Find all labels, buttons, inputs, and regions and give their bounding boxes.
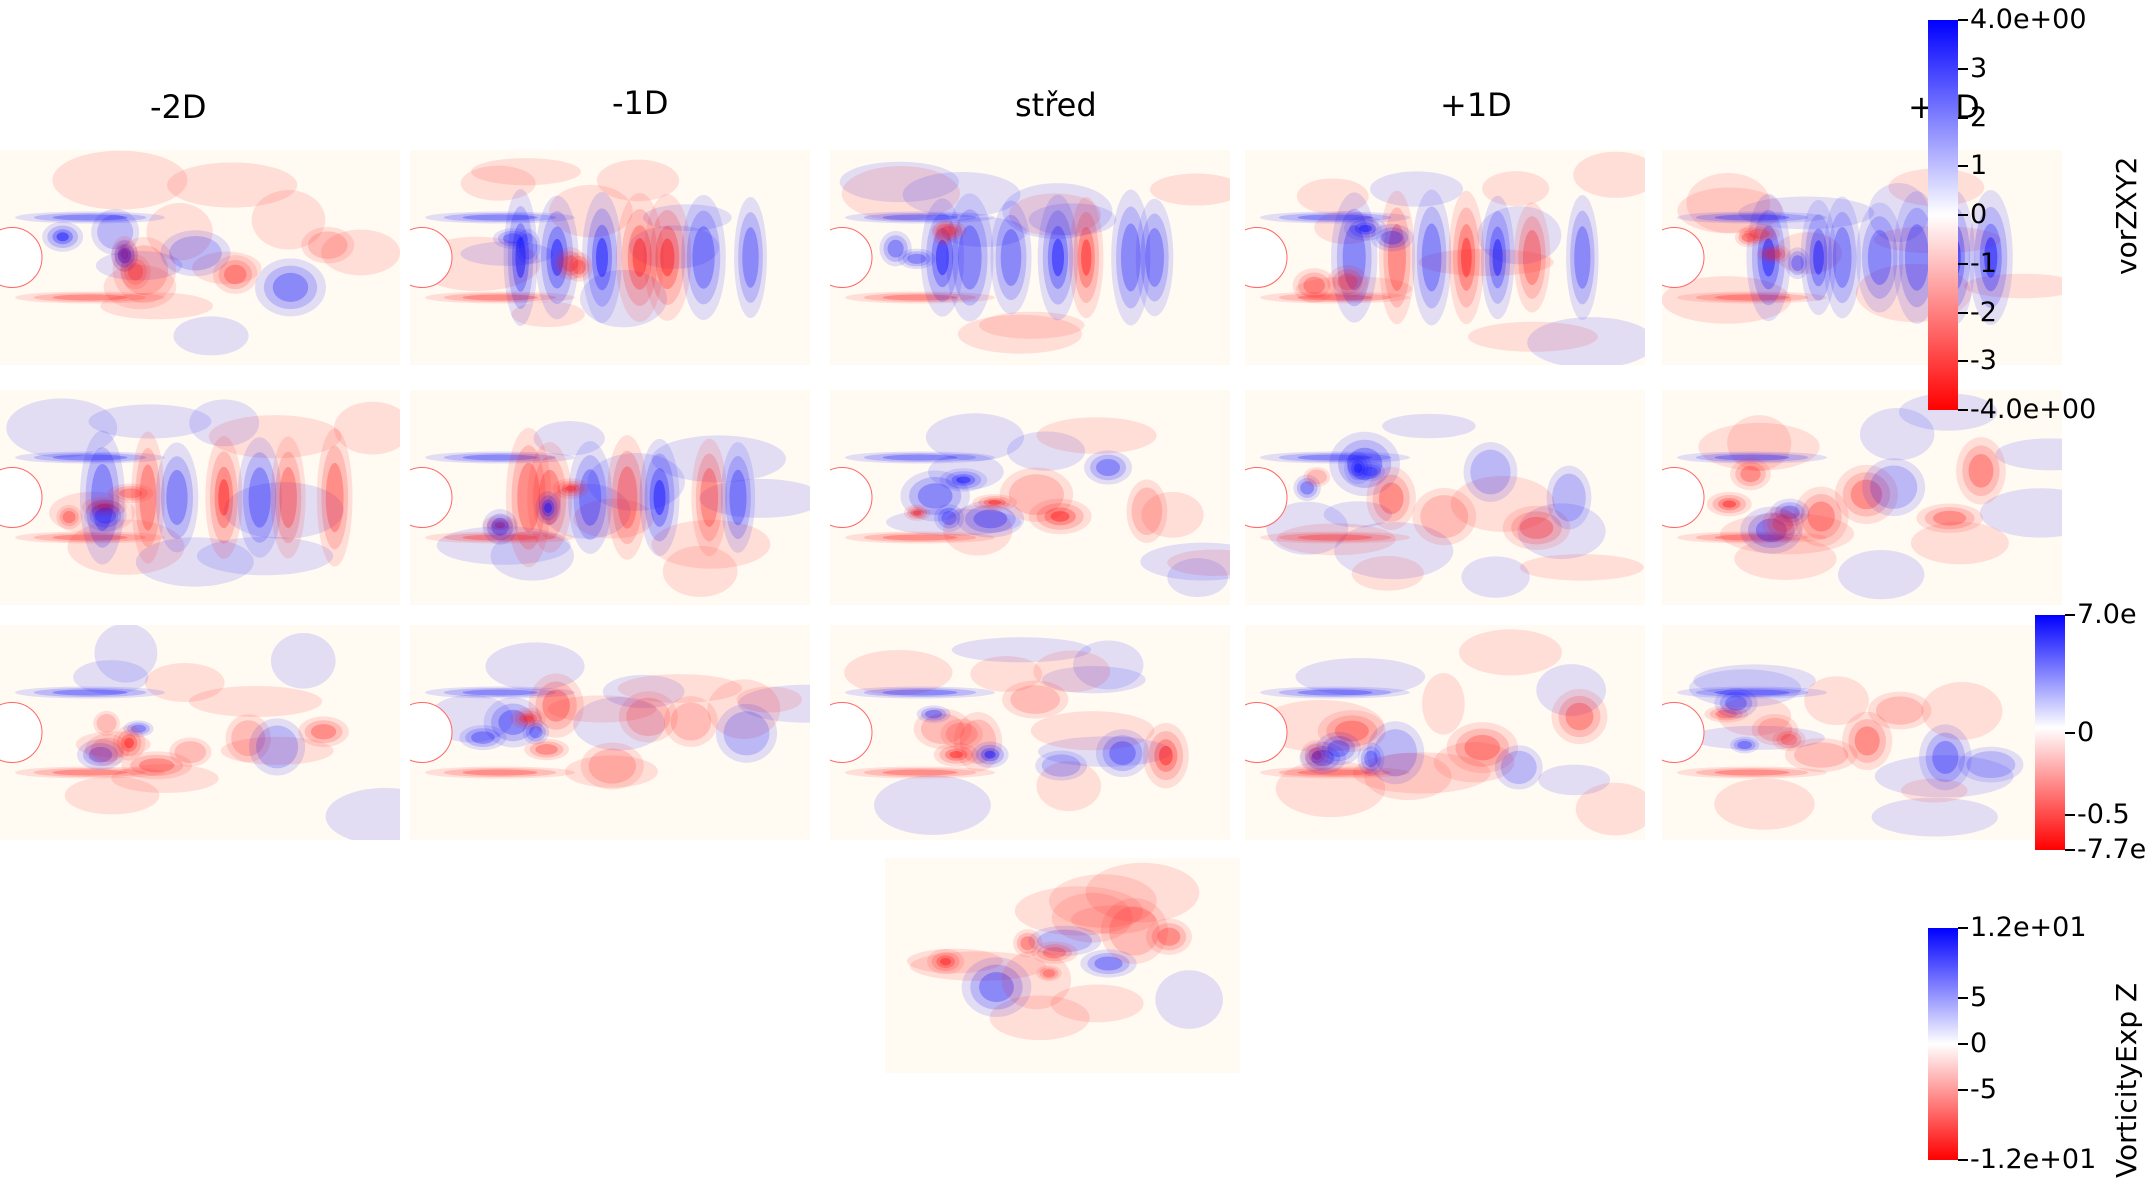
cylinder-shape	[1662, 467, 1705, 528]
field-panel-row2-plus-1d	[1245, 390, 1645, 605]
field-panel-row2-minus-2d-field	[0, 398, 400, 587]
colorbar-vorzxy2-tickmark	[1958, 360, 1968, 363]
colorbar-vorticityexp-tick-label: 0	[1970, 1028, 1988, 1059]
field-panel-row3-plus-1d-field	[1245, 629, 1645, 836]
colorbar-vorticityexp-tickmark	[1958, 1159, 1968, 1161]
colorbar-vorticityexp-tickmark	[1958, 1043, 1968, 1045]
field-panel-row1-minus-1d	[410, 150, 810, 365]
colorbar-row3-tick-label: 0	[2077, 716, 2095, 748]
field-panel-row1-plus-1d-field	[1245, 151, 1645, 365]
field-panel-row1-plus-2d	[1662, 150, 2062, 365]
field-panel-row2-center	[830, 390, 1230, 605]
colorbar-vorticityexp-tickmark	[1958, 1089, 1968, 1092]
cylinder-shape	[1245, 227, 1288, 288]
field-panel-row2-plus-2d-field	[1662, 393, 2062, 600]
field-panel-row2-plus-1d-field	[1245, 413, 1644, 598]
colorbar-vorticityexp-tick-label: 5	[1970, 981, 1988, 1013]
colorbar-vorzxy2-tickmark	[1958, 214, 1968, 216]
field-panel-row3-minus-2d-field	[0, 625, 400, 840]
cylinder-shape	[830, 702, 873, 763]
colorbar-vorzxy2-title: vorZXY2	[2110, 156, 2143, 276]
colorbar-vorticityexp-tick-label: -1.2e+01	[1970, 1144, 2097, 1175]
colorbar-vorzxy2-tickmark	[1958, 409, 1968, 411]
colorbar-vorticityexp-tick-label: 1.2e+01	[1970, 912, 2087, 943]
colorbar-vorzxy2-tick-label: -2	[1970, 296, 1997, 328]
colorbar-vorzxy2	[1928, 20, 1958, 410]
field-panel-row1-plus-2d-field	[1662, 168, 2062, 326]
colorbar-vorzxy2-tickmark	[1958, 67, 1968, 70]
field-panel-row2-center-field	[830, 413, 1230, 598]
colorbar-vorticityexp-gradient	[1928, 928, 1958, 1160]
column-title-minus-2d: -2D	[150, 88, 207, 126]
cylinder-shape	[830, 467, 873, 528]
colorbar-vorzxy2-tickmark	[1958, 311, 1968, 314]
colorbar-vorzxy2-tick-label: 0	[1970, 199, 1988, 230]
cylinder-shape	[0, 467, 43, 528]
colorbar-vorticityexp-tickmark	[1958, 996, 1968, 999]
field-panel-row1-minus-2d	[0, 150, 400, 365]
cylinder-shape	[0, 702, 43, 763]
colorbar-vorticityexp-title: VorticityExp Z	[2110, 982, 2143, 1178]
field-panel-row3-minus-2d	[0, 625, 400, 840]
colorbar-vorzxy2-tickmark	[1958, 19, 1968, 21]
field-panel-row2-minus-2d	[0, 390, 400, 605]
field-panel-row1-minus-1d-field	[410, 158, 767, 328]
field-panel-row2-plus-2d	[1662, 390, 2062, 605]
colorbar-vorzxy2-tick-label: 4.0e+00	[1970, 4, 2087, 35]
colorbar-vorzxy2-tick-label: 1	[1970, 150, 1988, 182]
cylinder-shape	[1662, 702, 1705, 763]
colorbar-vorticityexp-tick-label: -5	[1970, 1074, 1997, 1106]
field-panel-row2-minus-1d-field	[410, 420, 810, 597]
colorbar-vorzxy2-tick-label: 2	[1970, 101, 1988, 133]
colorbar-vorticityexp-tickmark	[1958, 927, 1968, 929]
column-title-minus-1d: -1D	[612, 84, 669, 122]
colorbar-vorzxy2-tick-label: -1	[1970, 247, 1997, 279]
field-panel-row3-plus-2d-field	[1662, 664, 2024, 837]
colorbar-vorzxy2-tickmark	[1958, 165, 1968, 168]
colorbar-row3-tickmark	[2065, 731, 2075, 734]
cylinder-shape	[0, 227, 43, 288]
cylinder-shape	[410, 227, 453, 288]
colorbar-row3-tick-label: -0.5	[2077, 798, 2130, 830]
cylinder-shape	[1245, 467, 1288, 528]
colorbar-vorzxy2-tick-label: 3	[1970, 52, 1988, 84]
colorbar-row3-tickmark	[2065, 614, 2075, 616]
cylinder-shape	[1662, 227, 1705, 288]
field-panel-row3-minus-1d-field	[410, 642, 810, 790]
field-panel-row3-minus-1d	[410, 625, 810, 840]
field-panel-row1-minus-2d-field	[0, 150, 400, 356]
colorbar-row3-gradient	[2035, 615, 2065, 850]
colorbar-row3-tick-label: -7.7e	[2077, 834, 2147, 865]
colorbar-vorzxy2-tickmark	[1958, 262, 1968, 265]
cylinder-shape	[410, 702, 453, 763]
colorbar-row3	[2035, 615, 2065, 850]
colorbar-vorzxy2-tickmark	[1958, 116, 1968, 119]
field-panel-row3-center	[830, 625, 1230, 840]
colorbar-vorzxy2-tick-label: -4.0e+00	[1970, 394, 2097, 425]
colorbar-row3-tickmark	[2065, 813, 2075, 816]
colorbar-row3-tick-label: 7.0e	[2077, 599, 2137, 630]
field-panel-row2-minus-1d	[410, 390, 810, 605]
field-panel-row1-plus-1d	[1245, 150, 1645, 365]
column-title-center: střed	[1015, 86, 1097, 124]
field-panel-row3-plus-2d	[1662, 625, 2062, 840]
field-panel-experiment-field	[906, 862, 1223, 1041]
cylinder-shape	[1245, 702, 1288, 763]
colorbar-row3-tickmark	[2065, 849, 2075, 851]
cylinder-shape	[830, 227, 873, 288]
field-panel-row3-plus-1d	[1245, 625, 1645, 840]
colorbar-vorzxy2-gradient	[1928, 20, 1958, 410]
column-title-plus-1d: +1D	[1440, 86, 1512, 124]
field-panel-row1-center-field	[830, 161, 1230, 354]
colorbar-vorzxy2-tick-label: -3	[1970, 345, 1997, 377]
field-panel-row1-center	[830, 150, 1230, 365]
colorbar-vorticityexp-z	[1928, 928, 1958, 1160]
field-panel-row3-center-field	[830, 637, 1189, 835]
field-panel-experiment	[885, 858, 1240, 1073]
cylinder-shape	[410, 467, 453, 528]
